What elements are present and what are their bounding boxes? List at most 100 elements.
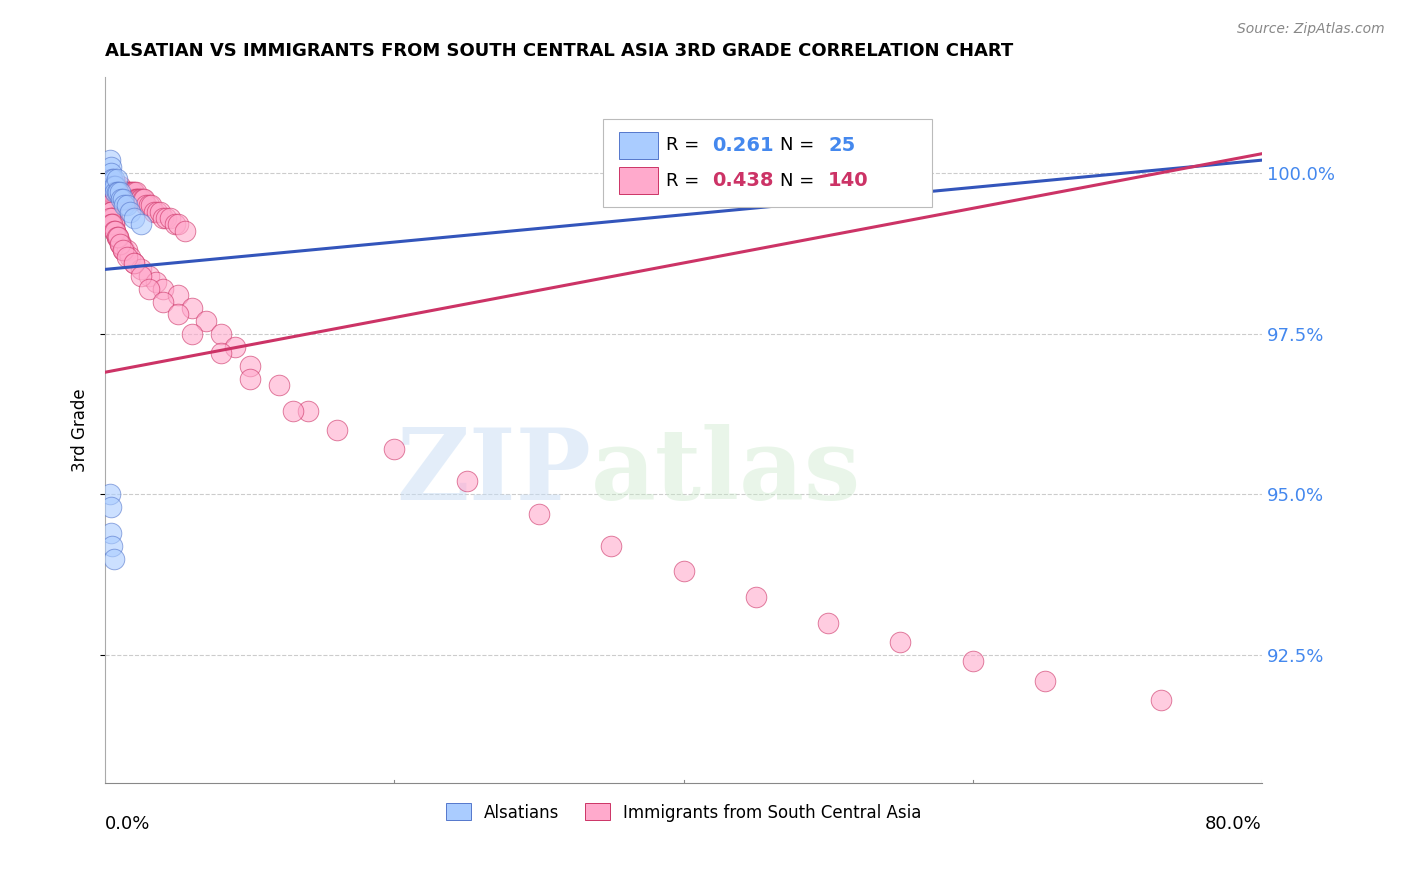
Point [101,178,124,193]
Point [152,294,174,309]
Point [107,186,129,200]
Point [297,403,319,417]
Point [166,218,188,232]
Point [105,186,128,200]
Point [100,186,122,200]
Point [131,218,153,232]
Point [1033,673,1056,688]
Point [100,218,122,232]
Point [115,186,138,200]
Point [456,475,478,489]
Point [114,192,136,206]
Point [134,192,156,206]
Point [138,282,160,296]
Text: 0.0%: 0.0% [105,815,150,833]
Point [110,192,132,206]
Point [138,198,160,212]
Point [239,371,262,385]
Point [100,525,122,540]
Point [103,218,125,232]
Point [224,339,246,353]
Point [108,178,131,193]
Point [145,275,167,289]
Point [111,243,134,257]
Point [98,211,121,225]
Point [107,192,129,206]
Point [110,192,132,206]
Point [105,230,128,244]
Point [122,256,145,270]
Point [120,186,142,200]
Point [107,230,129,244]
Point [100,204,122,219]
Point [166,288,188,302]
Point [104,178,127,193]
Point [101,211,124,225]
Point [104,186,127,200]
Point [97,186,120,200]
Point [152,282,174,296]
Text: atlas: atlas [591,424,862,521]
Point [745,590,768,604]
Point [115,250,138,264]
Point [118,192,141,206]
Point [129,192,152,206]
Point [122,186,145,200]
Point [817,615,839,630]
Point [141,198,163,212]
Point [105,230,128,244]
Text: R =: R = [666,136,706,154]
Text: Source: ZipAtlas.com: Source: ZipAtlas.com [1237,22,1385,37]
Point [112,186,135,200]
Point [163,218,186,232]
Point [159,211,181,225]
Point [104,186,127,200]
Point [166,307,188,321]
Point [103,186,125,200]
Point [181,301,204,315]
Point [108,236,131,251]
Point [98,487,121,501]
Point [131,192,153,206]
FancyBboxPatch shape [619,167,658,194]
Point [115,243,138,257]
Point [118,250,141,264]
Point [124,186,146,200]
Point [108,236,131,251]
Point [155,211,177,225]
Point [103,224,125,238]
Point [124,192,146,206]
Text: 140: 140 [828,171,869,190]
Point [209,346,232,360]
Point [101,539,124,553]
Point [962,654,984,668]
Point [138,268,160,283]
Point [117,186,139,200]
Point [195,314,218,328]
Y-axis label: 3rd Grade: 3rd Grade [72,388,89,472]
Point [1150,693,1173,707]
Point [100,160,122,174]
Point [181,326,204,341]
Point [100,204,122,219]
Point [143,204,166,219]
Point [120,192,142,206]
Point [105,186,128,200]
Point [101,186,124,200]
Point [600,539,623,553]
Point [112,198,135,212]
Point [672,565,695,579]
Text: 80.0%: 80.0% [1205,815,1263,833]
Text: ALSATIAN VS IMMIGRANTS FROM SOUTH CENTRAL ASIA 3RD GRADE CORRELATION CHART: ALSATIAN VS IMMIGRANTS FROM SOUTH CENTRA… [105,42,1014,60]
Point [111,192,134,206]
Point [108,186,131,200]
Point [146,204,169,219]
Point [239,359,262,373]
Point [149,204,172,219]
Point [110,236,132,251]
Point [209,326,232,341]
FancyBboxPatch shape [619,132,658,159]
Point [98,186,121,200]
Text: 25: 25 [828,136,855,154]
Point [118,186,141,200]
